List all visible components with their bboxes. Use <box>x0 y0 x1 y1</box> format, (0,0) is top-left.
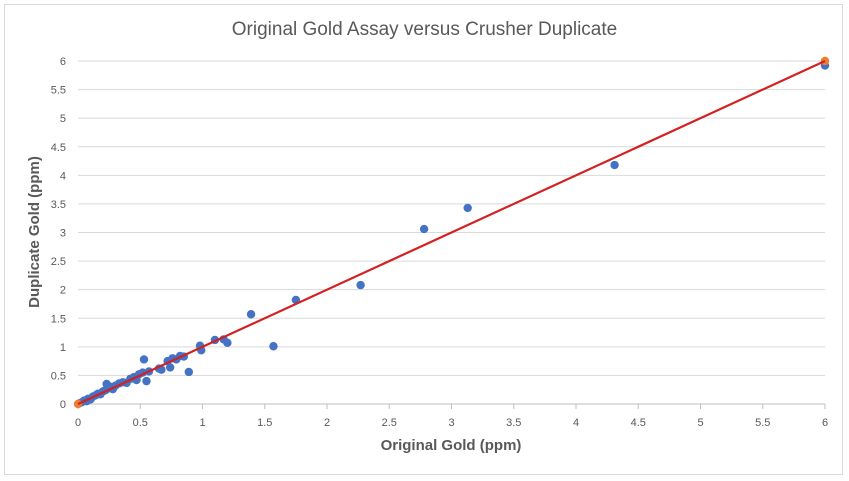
x-tick-label: 2.5 <box>382 417 397 429</box>
axes <box>77 403 826 409</box>
y-tick-label: 5 <box>60 113 66 125</box>
data-marks <box>73 56 830 409</box>
x-tick-label: 0.5 <box>133 417 148 429</box>
data-point <box>269 342 278 351</box>
y-tick-label: 2 <box>60 285 66 297</box>
y-axis-label: Duplicate Gold (ppm) <box>26 156 43 308</box>
y-tick-label: 0 <box>60 399 66 411</box>
y-tick-label: 3 <box>60 228 66 240</box>
y-tick-label: 0.5 <box>51 370 66 382</box>
data-point <box>142 376 151 386</box>
data-point <box>419 224 429 234</box>
data-point <box>184 367 194 377</box>
data-point <box>463 203 472 213</box>
y-tick-label: 1 <box>60 342 66 354</box>
gridlines <box>78 60 825 376</box>
chart-frame <box>4 4 843 475</box>
x-tick-label: 1 <box>199 417 205 429</box>
y-tick-label: 1.5 <box>51 313 66 325</box>
x-tick-labels: 0 0.5 1 1.5 2 2.5 3 3.5 4 4.5 5 5.5 6 <box>75 417 828 429</box>
y-tick-labels: 0 0.5 1 1.5 2 2.5 3 3.5 4 4.5 5 5.5 6 <box>51 56 66 411</box>
x-tick-label: 6 <box>822 417 828 429</box>
x-tick-label: 0 <box>75 417 81 429</box>
y-tick-label: 2.5 <box>51 256 66 268</box>
x-tick-label: 4 <box>573 417 579 429</box>
x-tick-label: 1.5 <box>257 417 272 429</box>
x-tick-label: 4.5 <box>631 417 646 429</box>
data-point <box>165 363 175 372</box>
data-point <box>246 310 256 319</box>
data-point <box>223 338 232 348</box>
data-point <box>356 280 365 290</box>
y-tick-label: 5.5 <box>51 85 66 97</box>
x-axis-label: Original Gold (ppm) <box>381 437 522 454</box>
one-to-one-line <box>77 60 826 405</box>
x-tick-label: 3 <box>448 417 454 429</box>
x-tick-label: 3.5 <box>506 417 521 429</box>
x-tick-label: 5 <box>697 417 703 429</box>
data-point <box>139 355 149 364</box>
y-tick-label: 4 <box>60 170 66 182</box>
x-tick-label: 2 <box>324 417 330 429</box>
y-tick-label: 4.5 <box>51 142 66 154</box>
data-point <box>610 160 619 170</box>
x-tick-label: 5.5 <box>755 417 770 429</box>
y-tick-label: 3.5 <box>51 199 66 211</box>
chart-title: Original Gold Assay versus Crusher Dupli… <box>231 19 618 40</box>
y-tick-label: 6 <box>60 56 66 68</box>
